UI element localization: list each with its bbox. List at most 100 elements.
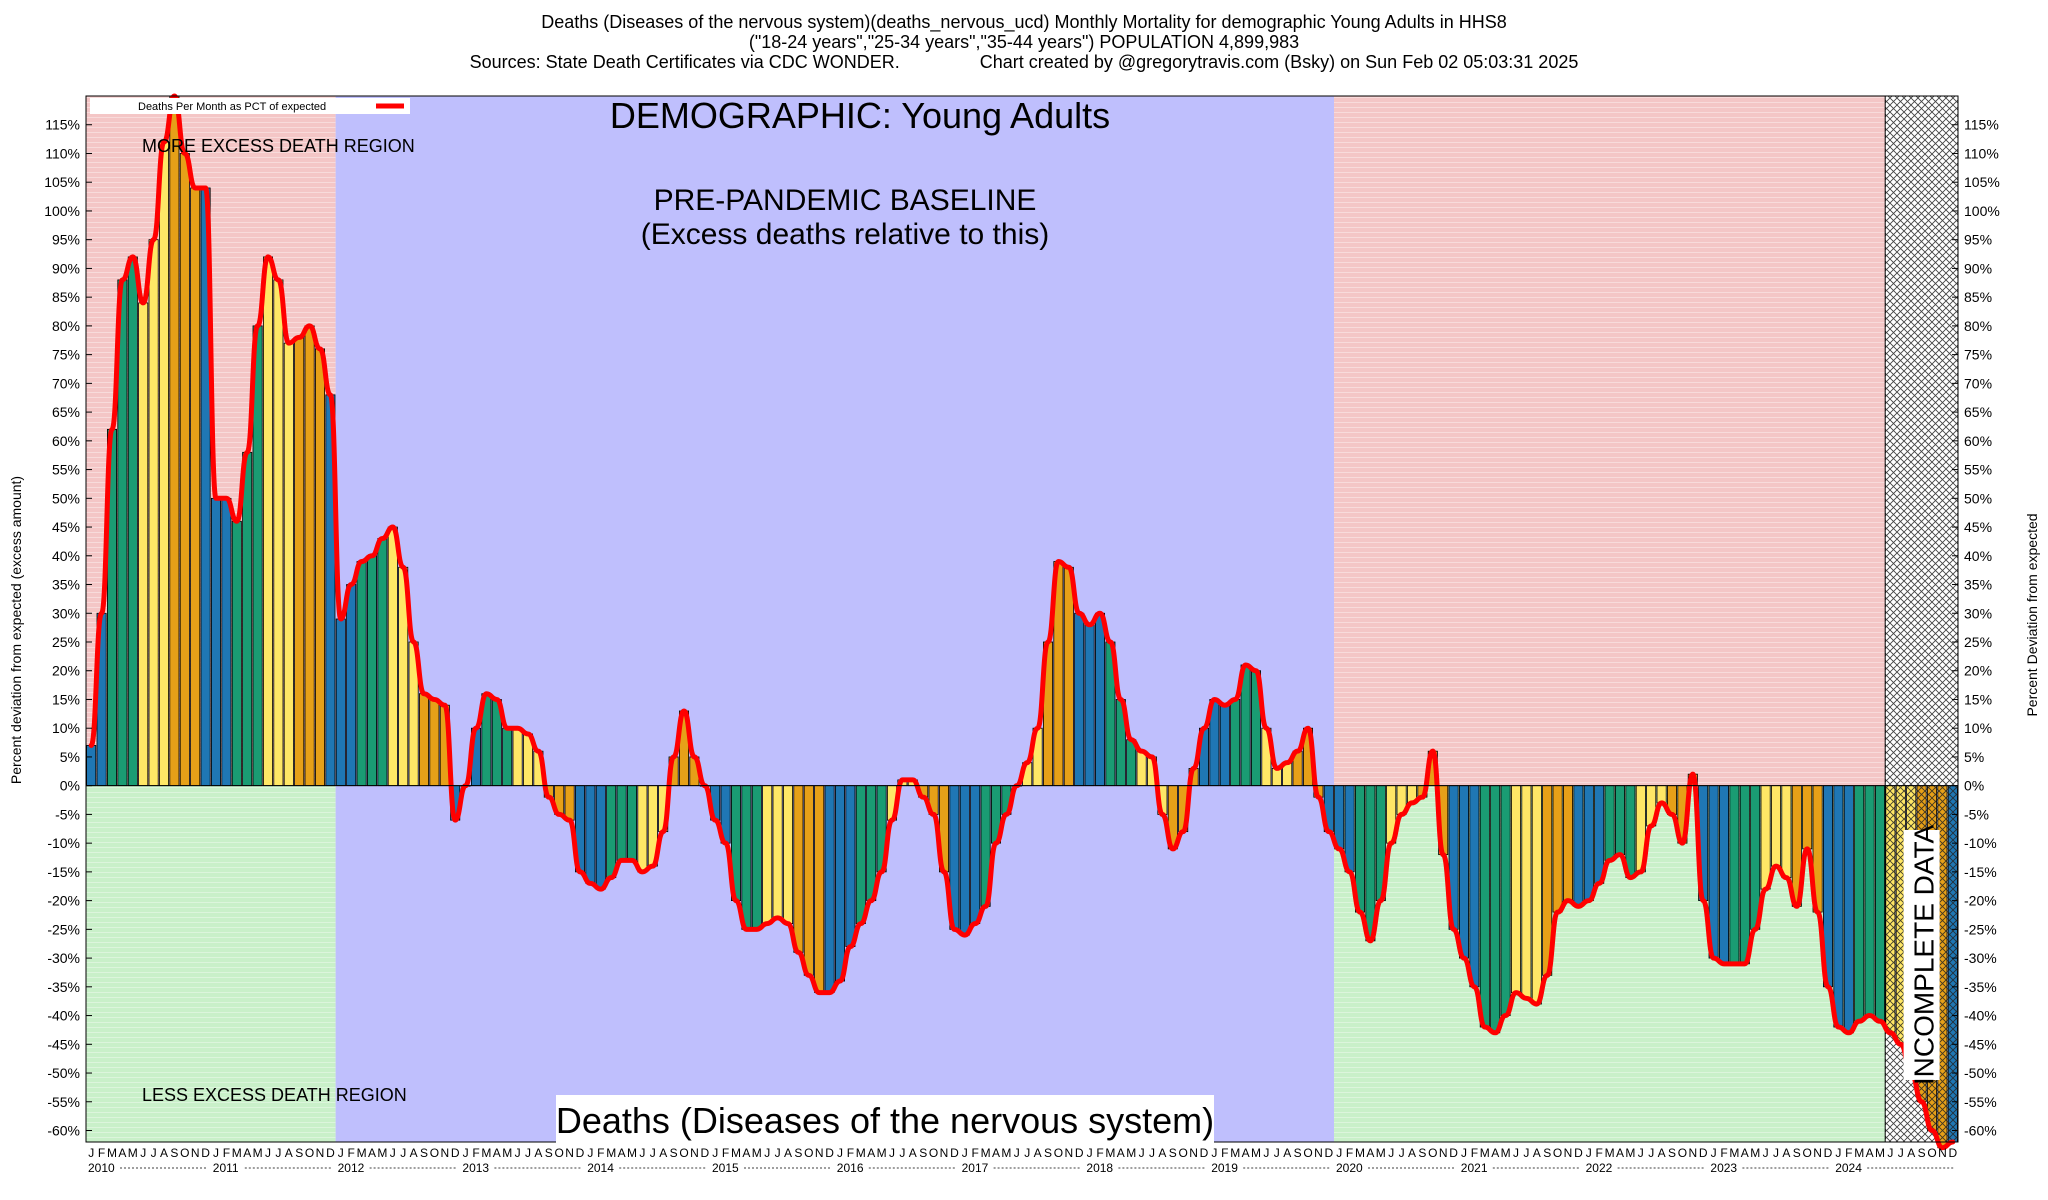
- baseline-label-1: PRE-PANDEMIC BASELINE: [654, 184, 1037, 217]
- x-month-label: J: [837, 1146, 843, 1160]
- x-month-label: M: [502, 1146, 512, 1160]
- bar-month-68: [793, 785, 804, 953]
- x-month-label: J: [1763, 1146, 1769, 1160]
- bar-month-162: [1771, 785, 1782, 867]
- y-tick-label-left: 5%: [60, 749, 80, 765]
- x-month-label: F: [1471, 1146, 1478, 1160]
- bar-month-65: [762, 785, 773, 925]
- y-tick-label-left: -40%: [47, 1008, 80, 1024]
- bar-month-8: [169, 95, 180, 787]
- bar-month-0: [86, 745, 97, 787]
- bar-month-17: [262, 256, 273, 787]
- bar-month-33: [429, 699, 440, 787]
- y-tick-label-left: 45%: [52, 519, 80, 535]
- x-month-label: J: [515, 1146, 521, 1160]
- bar-month-137: [1511, 785, 1522, 993]
- chart-header-line-3: Sources: State Death Certificates via CD…: [469, 52, 1579, 72]
- y-tick-label-left: 20%: [52, 663, 80, 679]
- legend: Deaths Per Month as PCT of expected: [90, 98, 410, 114]
- bar-month-71: [824, 785, 835, 993]
- bar-month-139: [1531, 785, 1542, 1005]
- y-tick-label-right: -35%: [1964, 979, 1997, 995]
- bar-month-63: [741, 785, 752, 930]
- x-month-label: J: [650, 1146, 656, 1160]
- x-month-label: F: [1720, 1146, 1727, 1160]
- x-month-label: F: [1346, 1146, 1353, 1160]
- x-month-label: D: [1324, 1146, 1333, 1160]
- x-month-label: D: [1824, 1146, 1833, 1160]
- x-year-label: 2019: [1211, 1161, 1238, 1175]
- bar-month-7: [158, 141, 169, 787]
- y-tick-label-left: 25%: [52, 634, 80, 650]
- bar-month-70: [814, 785, 825, 993]
- y-tick-label-right: 115%: [1964, 117, 1999, 133]
- y-tick-label-left: -60%: [47, 1123, 80, 1139]
- y-tick-label-right: 50%: [1964, 490, 1992, 506]
- x-month-label: A: [534, 1146, 542, 1160]
- incomplete-label-box: [1903, 830, 1940, 1080]
- x-month-label: M: [981, 1146, 991, 1160]
- x-month-label: J: [338, 1146, 344, 1160]
- x-month-label: J: [587, 1146, 593, 1160]
- x-month-label: J: [712, 1146, 718, 1160]
- x-month-label: N: [1813, 1146, 1822, 1160]
- x-month-label: N: [1564, 1146, 1573, 1160]
- x-month-label: F: [1221, 1146, 1228, 1160]
- y-tick-label-left: -15%: [47, 864, 80, 880]
- x-month-label: M: [1376, 1146, 1386, 1160]
- x-month-label: F: [722, 1146, 729, 1160]
- bar-month-172: [1875, 785, 1886, 1022]
- x-month-label: A: [867, 1146, 875, 1160]
- x-month-label: M: [627, 1146, 637, 1160]
- x-month-label: J: [213, 1146, 219, 1160]
- bar-month-52: [627, 785, 638, 861]
- x-month-label: J: [639, 1146, 645, 1160]
- bar-month-18: [273, 279, 284, 787]
- x-month-label: D: [1075, 1146, 1084, 1160]
- x-month-label: A: [1158, 1146, 1166, 1160]
- bar-month-94: [1063, 566, 1074, 787]
- x-month-label: S: [295, 1146, 303, 1160]
- x-month-label: D: [326, 1146, 335, 1160]
- bar-month-165: [1802, 785, 1813, 850]
- x-month-label: M: [1501, 1146, 1511, 1160]
- bar-month-159: [1739, 785, 1750, 965]
- x-year-label: 2023: [1710, 1161, 1737, 1175]
- x-year-label: 2021: [1461, 1161, 1488, 1175]
- y-tick-label-left: -25%: [47, 921, 80, 937]
- x-month-label: J: [764, 1146, 770, 1160]
- y-tick-label-right: -60%: [1964, 1123, 1997, 1139]
- x-month-label: F: [472, 1146, 479, 1160]
- bar-month-46: [564, 785, 575, 821]
- bar-month-135: [1490, 785, 1501, 1034]
- x-month-label: S: [1543, 1146, 1551, 1160]
- y-tick-label-left: 50%: [52, 490, 80, 506]
- x-month-label: A: [1533, 1146, 1541, 1160]
- x-month-label: M: [877, 1146, 887, 1160]
- x-month-label: A: [1741, 1146, 1749, 1160]
- trend-line: [88, 93, 1956, 1151]
- x-month-label: A: [1366, 1146, 1374, 1160]
- bar-month-145: [1594, 785, 1605, 884]
- x-month-label: F: [1096, 1146, 1103, 1160]
- x-month-label: D: [1574, 1146, 1583, 1160]
- x-month-label: M: [1105, 1146, 1115, 1160]
- x-month-label: O: [1553, 1146, 1562, 1160]
- y-tick-label-left: 80%: [52, 318, 80, 334]
- y-tick-label-right: 25%: [1964, 634, 1992, 650]
- x-month-label: S: [1418, 1146, 1426, 1160]
- y-tick-label-right: 5%: [1964, 749, 1984, 765]
- x-month-label: M: [606, 1146, 616, 1160]
- bar-month-134: [1479, 785, 1490, 1028]
- x-month-label: A: [243, 1146, 251, 1160]
- incomplete-label-group: INCOMPLETE DATA: [1903, 825, 1940, 1085]
- y-tick-label-right: -50%: [1964, 1065, 1997, 1081]
- y-tick-label-right: 90%: [1964, 260, 1992, 276]
- y-tick-label-left: 105%: [44, 174, 80, 190]
- bar-month-67: [783, 785, 794, 925]
- x-month-label: A: [1034, 1146, 1042, 1160]
- bar-month-25: [346, 584, 357, 787]
- y-tick-label-right: 105%: [1964, 174, 2000, 190]
- bar-month-49: [595, 785, 606, 890]
